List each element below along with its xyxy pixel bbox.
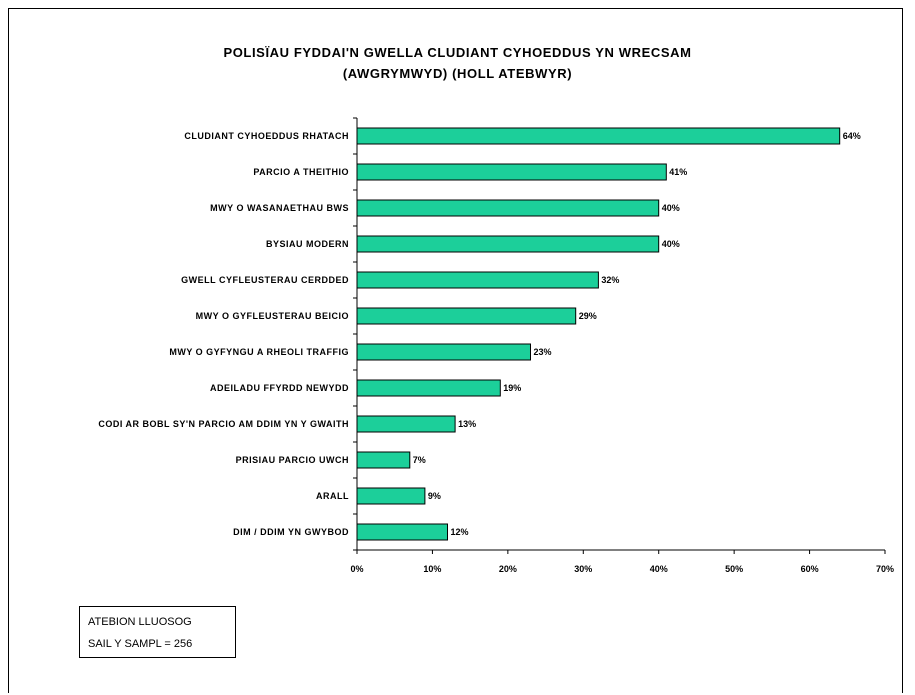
category-label-0: CLUDIANT CYHOEDDUS RHATACH [184,131,349,141]
category-label-10: ARALL [316,491,349,501]
note-box: ATEBION LLUOSOG SAIL Y SAMPL = 256 [79,606,236,658]
bar-1 [356,163,667,181]
x-tick-label-4: 40% [650,564,668,574]
note-line-1: ATEBION LLUOSOG [88,616,192,628]
data-label-3: 40% [662,239,680,249]
bar-6 [356,343,531,361]
data-label-0: 64% [843,131,861,141]
bar-5 [356,307,577,325]
data-label-4: 32% [601,275,619,285]
data-label-1: 41% [669,167,687,177]
x-tick-label-5: 50% [725,564,743,574]
chart-title-line-1: POLISÏAU FYDDAI'N GWELLA CLUDIANT CYHOED… [223,45,692,60]
bar-9 [356,451,411,469]
category-label-2: MWY O WASANAETHAU BWS [210,203,349,213]
x-tick-label-3: 30% [574,564,592,574]
data-label-2: 40% [662,203,680,213]
bar-8 [356,415,456,433]
category-label-1: PARCIO A THEITHIO [253,167,349,177]
data-label-8: 13% [458,419,476,429]
category-label-4: GWELL CYFLEUSTERAU CERDDED [181,275,349,285]
category-label-8: CODI AR BOBL SY'N PARCIO AM DDIM YN Y GW… [98,419,349,429]
bar-chart: 64% 41% 40% 40% 32% 29% 23% 19% 13% 7% 9% 12% CLUDI… [98,117,894,574]
bar-2 [356,199,660,217]
bar-4 [356,271,599,289]
bar-11 [356,523,448,541]
x-tick-label-7: 70% [876,564,894,574]
category-label-11: DIM / DDIM YN GWYBOD [233,527,349,537]
category-label-5: MWY O GYFLEUSTERAU BEICIO [196,311,349,321]
axes: 0% 10% 20% 30% 40% 50% 60% 70% [350,117,894,574]
data-label-11: 12% [451,527,469,537]
data-label-7: 19% [503,383,521,393]
note-line-2: SAIL Y SAMPL = 256 [88,638,193,650]
x-tick-label-6: 60% [801,564,819,574]
data-label-10: 9% [428,491,441,501]
category-label-3: BYSIAU MODERN [266,239,349,249]
chart-title-line-2: (AWGRYMWYD) (HOLL ATEBWYR) [342,66,573,81]
x-tick-label-1: 10% [423,564,441,574]
data-label-6: 23% [534,347,552,357]
x-tick-label-0: 0% [350,564,363,574]
bar-7 [356,379,501,397]
data-label-5: 29% [579,311,597,321]
category-label-7: ADEILADU FFYRDD NEWYDD [210,383,349,393]
bar-0 [356,127,841,145]
category-label-9: PRISIAU PARCIO UWCH [236,455,349,465]
x-tick-label-2: 20% [499,564,517,574]
bar-10 [356,487,426,505]
category-label-6: MWY O GYFYNGU A RHEOLI TRAFFIG [169,347,349,357]
bar-3 [356,235,660,253]
data-label-9: 7% [413,455,426,465]
category-labels: CLUDIANT CYHOEDDUS RHATACH PARCIO A THEIT… [98,131,349,537]
bars-layer: 64% 41% 40% 40% 32% 29% 23% 19% 13% 7% 9% 12% [356,127,861,541]
